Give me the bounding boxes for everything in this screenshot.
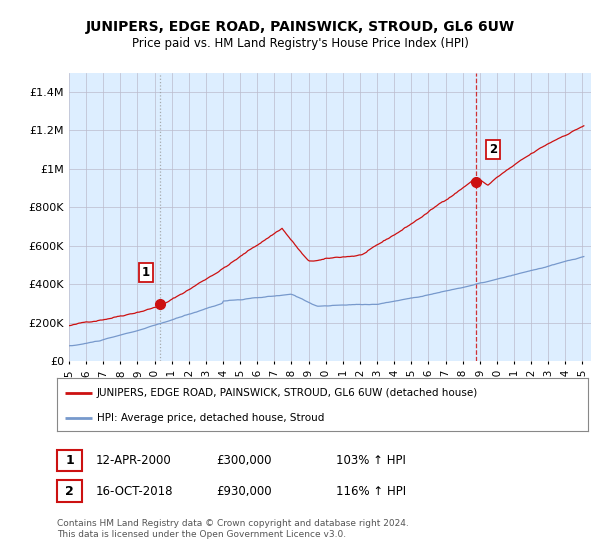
Text: Contains HM Land Registry data © Crown copyright and database right 2024.
This d: Contains HM Land Registry data © Crown c…	[57, 520, 409, 539]
Text: £300,000: £300,000	[216, 454, 271, 467]
Text: HPI: Average price, detached house, Stroud: HPI: Average price, detached house, Stro…	[97, 413, 324, 423]
Text: £930,000: £930,000	[216, 484, 272, 498]
Text: 116% ↑ HPI: 116% ↑ HPI	[336, 484, 406, 498]
Text: 103% ↑ HPI: 103% ↑ HPI	[336, 454, 406, 467]
Text: JUNIPERS, EDGE ROAD, PAINSWICK, STROUD, GL6 6UW: JUNIPERS, EDGE ROAD, PAINSWICK, STROUD, …	[85, 20, 515, 34]
Text: 1: 1	[142, 266, 150, 279]
Text: 1: 1	[65, 454, 74, 467]
Text: 12-APR-2000: 12-APR-2000	[96, 454, 172, 467]
Text: 2: 2	[489, 143, 497, 156]
Text: JUNIPERS, EDGE ROAD, PAINSWICK, STROUD, GL6 6UW (detached house): JUNIPERS, EDGE ROAD, PAINSWICK, STROUD, …	[97, 388, 478, 398]
Text: 2: 2	[65, 484, 74, 498]
Text: Price paid vs. HM Land Registry's House Price Index (HPI): Price paid vs. HM Land Registry's House …	[131, 37, 469, 50]
Text: 16-OCT-2018: 16-OCT-2018	[96, 484, 173, 498]
